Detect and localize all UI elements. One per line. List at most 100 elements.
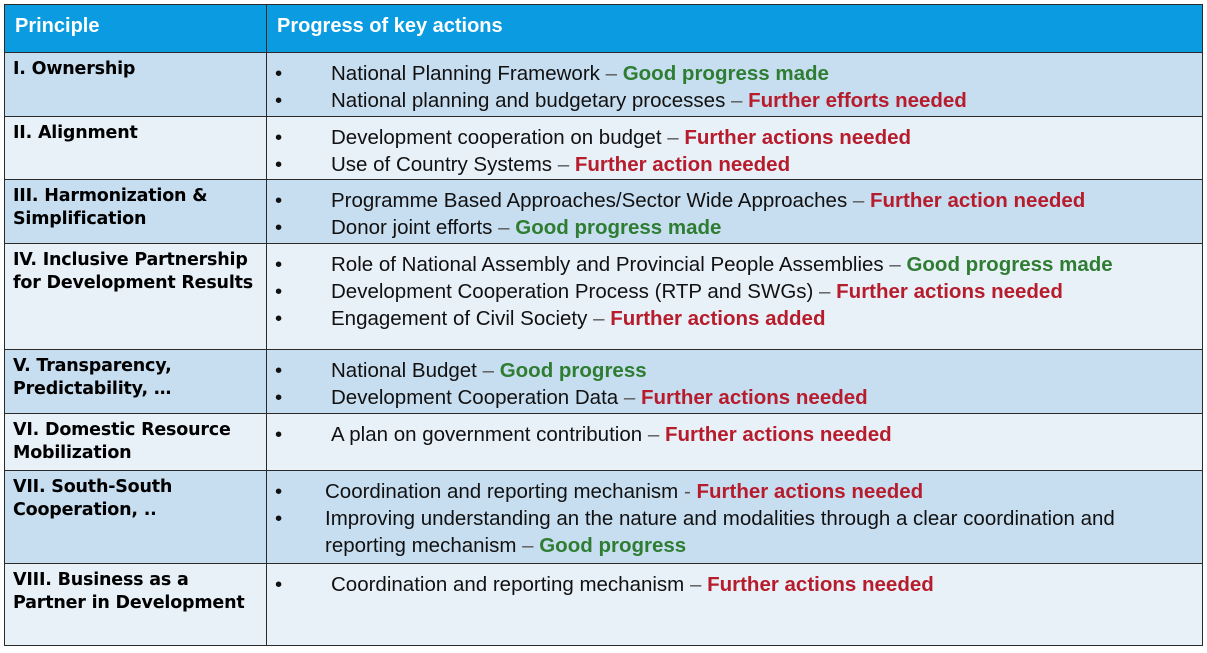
dash-separator: –	[623, 386, 636, 409]
list-item: • Coordination and reporting mechanism - …	[267, 478, 1192, 505]
status-needs-action: Further actions added	[610, 307, 826, 330]
list-item: • Development cooperation on budget – Fur…	[267, 124, 1192, 151]
table-row: VI. Domestic Resource Mobilization • A pla…	[4, 413, 1203, 471]
bullet-icon: •	[275, 89, 283, 112]
bullet-icon: •	[275, 423, 283, 446]
list-item: • Development Cooperation Process (RTP an…	[267, 278, 1192, 305]
status-needs-action: Further actions needed	[707, 573, 934, 596]
action-list: • National Budget – Good progress • Develop…	[267, 357, 1192, 411]
list-item: • Programme Based Approaches/Sector Wide …	[267, 187, 1192, 214]
dash-separator: –	[593, 307, 605, 330]
status-good: Good progress made	[906, 253, 1113, 276]
bullet-icon: •	[275, 126, 283, 149]
action-list: • Coordination and reporting mechanism – …	[267, 571, 1192, 598]
principle-cell: III. Harmonization & Simplification	[4, 179, 267, 244]
action-text: Programme Based Approaches/Sector Wide A…	[331, 189, 848, 212]
list-item: • Development Cooperation Data – Further …	[267, 384, 1192, 411]
list-item: • Role of National Assembly and Provincia…	[267, 251, 1192, 278]
list-item: • Use of Country Systems – Further action…	[267, 151, 1192, 178]
table-row: I. Ownership • National Planning Framework…	[4, 52, 1203, 117]
action-text: National Planning Framework	[331, 62, 600, 85]
action-text: National Budget	[331, 359, 477, 382]
principle-cell: IV. Inclusive Partnership for Developmen…	[4, 243, 267, 350]
action-text: Donor joint efforts	[331, 216, 493, 239]
actions-cell: • A plan on government contribution – Fur…	[266, 413, 1203, 471]
status-good: Good progress made	[622, 62, 829, 85]
table-row: VIII. Business as a Partner in Developme…	[4, 563, 1203, 646]
list-item: • National Planning Framework – Good prog…	[267, 60, 1192, 87]
principle-cell: VIII. Business as a Partner in Developme…	[4, 563, 267, 646]
bullet-icon: •	[275, 507, 283, 530]
column-header-principle: Principle	[4, 4, 267, 53]
action-text: National planning and budgetary processe…	[331, 89, 726, 112]
status-needs-action: Further actions needed	[640, 386, 868, 409]
action-list: • Programme Based Approaches/Sector Wide …	[267, 187, 1192, 241]
list-item: • Donor joint efforts – Good progress mad…	[267, 214, 1192, 241]
list-item: • Coordination and reporting mechanism – …	[267, 571, 1192, 598]
principle-cell: VII. South-South Cooperation, ..	[4, 470, 267, 564]
bullet-icon: •	[275, 573, 283, 596]
status-good: Good progress	[499, 359, 647, 382]
action-text: Coordination and reporting mechanism	[331, 573, 685, 596]
list-item: • National planning and budgetary process…	[267, 87, 1192, 114]
action-text: Role of National Assembly and Provincial…	[331, 253, 884, 276]
principles-table-container: Principle Progress of key actions I. Own…	[4, 4, 1203, 646]
action-text: Engagement of Civil Society	[331, 307, 588, 330]
column-header-progress: Progress of key actions	[266, 4, 1203, 53]
action-text: Use of Country Systems	[331, 153, 553, 176]
bullet-icon: •	[275, 189, 283, 212]
dash-separator: –	[731, 89, 743, 112]
dash-separator: –	[498, 216, 510, 239]
actions-cell: • Development cooperation on budget – Fur…	[266, 116, 1203, 180]
principles-progress-table: Principle Progress of key actions I. Own…	[4, 4, 1203, 646]
table-header-row: Principle Progress of key actions	[4, 4, 1203, 53]
bullet-icon: •	[275, 480, 283, 503]
status-needs-action: Further actions needed	[836, 280, 1063, 303]
bullet-icon: •	[275, 153, 283, 176]
action-list: • Coordination and reporting mechanism - …	[267, 478, 1192, 559]
status-needs-action: Further actions needed	[684, 126, 912, 149]
action-list: • Role of National Assembly and Provincia…	[267, 251, 1192, 332]
status-good: Good progress made	[515, 216, 722, 239]
list-item: • National Budget – Good progress	[267, 357, 1192, 384]
table-row: IV. Inclusive Partnership for Developmen…	[4, 243, 1203, 350]
dash-separator: –	[667, 126, 679, 149]
dash-separator: –	[647, 423, 660, 446]
actions-cell: • Role of National Assembly and Provincia…	[266, 243, 1203, 350]
action-list: • A plan on government contribution – Fur…	[267, 421, 1192, 448]
bullet-icon: •	[275, 62, 283, 85]
bullet-icon: •	[275, 253, 283, 276]
dash-separator: –	[482, 359, 494, 382]
dash-separator: –	[605, 62, 618, 85]
status-needs-action: Further action needed	[574, 153, 791, 176]
status-needs-action: Further actions needed	[696, 480, 924, 503]
dash-separator: –	[819, 280, 831, 303]
dash-separator: –	[852, 189, 865, 212]
actions-cell: • Coordination and reporting mechanism – …	[266, 563, 1203, 646]
dash-separator: –	[557, 153, 570, 176]
status-good: Good progress	[539, 534, 687, 557]
principle-cell: VI. Domestic Resource Mobilization	[4, 413, 267, 471]
action-text: A plan on government contribution	[331, 423, 643, 446]
list-item: • Improving understanding an the nature a…	[267, 505, 1192, 559]
actions-cell: • Programme Based Approaches/Sector Wide …	[266, 179, 1203, 244]
actions-cell: • National Budget – Good progress • Develop…	[266, 349, 1203, 414]
table-row: V. Transparency, Predictability, … • Natio…	[4, 349, 1203, 414]
table-row: III. Harmonization & Simplification • Prog…	[4, 179, 1203, 244]
bullet-icon: •	[275, 386, 283, 409]
action-text: Coordination and reporting mechanism	[325, 480, 684, 503]
actions-cell: • National Planning Framework – Good prog…	[266, 52, 1203, 117]
actions-cell: • Coordination and reporting mechanism - …	[266, 470, 1203, 564]
bullet-icon: •	[275, 216, 283, 239]
status-needs-action: Further efforts needed	[748, 89, 967, 112]
principle-cell: II. Alignment	[4, 116, 267, 180]
action-list: • Development cooperation on budget – Fur…	[267, 124, 1192, 178]
principle-cell: V. Transparency, Predictability, …	[4, 349, 267, 414]
list-item: • A plan on government contribution – Fur…	[267, 421, 1192, 448]
table-row: II. Alignment • Development cooperation on…	[4, 116, 1203, 180]
table-row: VII. South-South Cooperation, .. • Coordin…	[4, 470, 1203, 564]
dash-separator: –	[889, 253, 901, 276]
action-text: Improving understanding an the nature an…	[325, 507, 1115, 557]
action-text: Development cooperation on budget	[331, 126, 662, 149]
dash-separator: -	[683, 480, 691, 503]
